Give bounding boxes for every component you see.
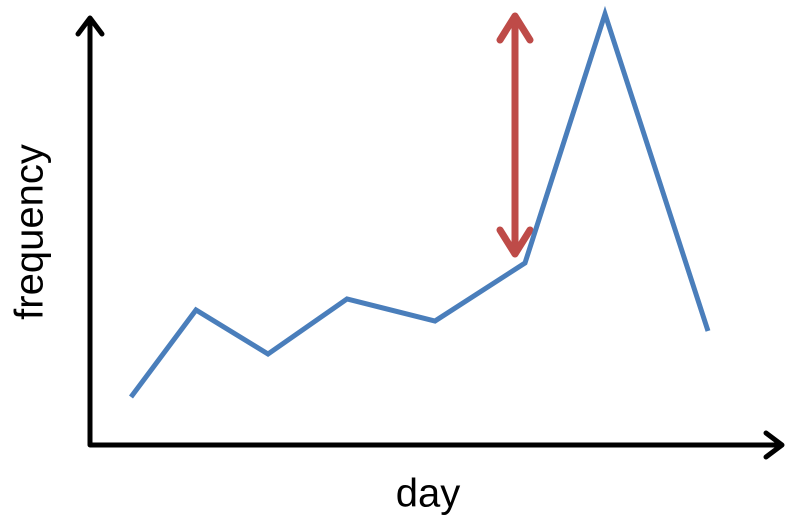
annotation-arrow <box>496 12 534 258</box>
axes <box>75 15 785 460</box>
x-axis-arrow <box>763 430 785 460</box>
axis-lines <box>87 17 783 448</box>
arrow-head-top <box>496 12 534 44</box>
data-line <box>128 5 711 399</box>
y-axis-arrow <box>75 15 105 37</box>
x-axis-label: day <box>396 472 461 516</box>
arrow-head-bottom <box>496 226 534 258</box>
y-axis-label: frequency <box>8 144 52 320</box>
